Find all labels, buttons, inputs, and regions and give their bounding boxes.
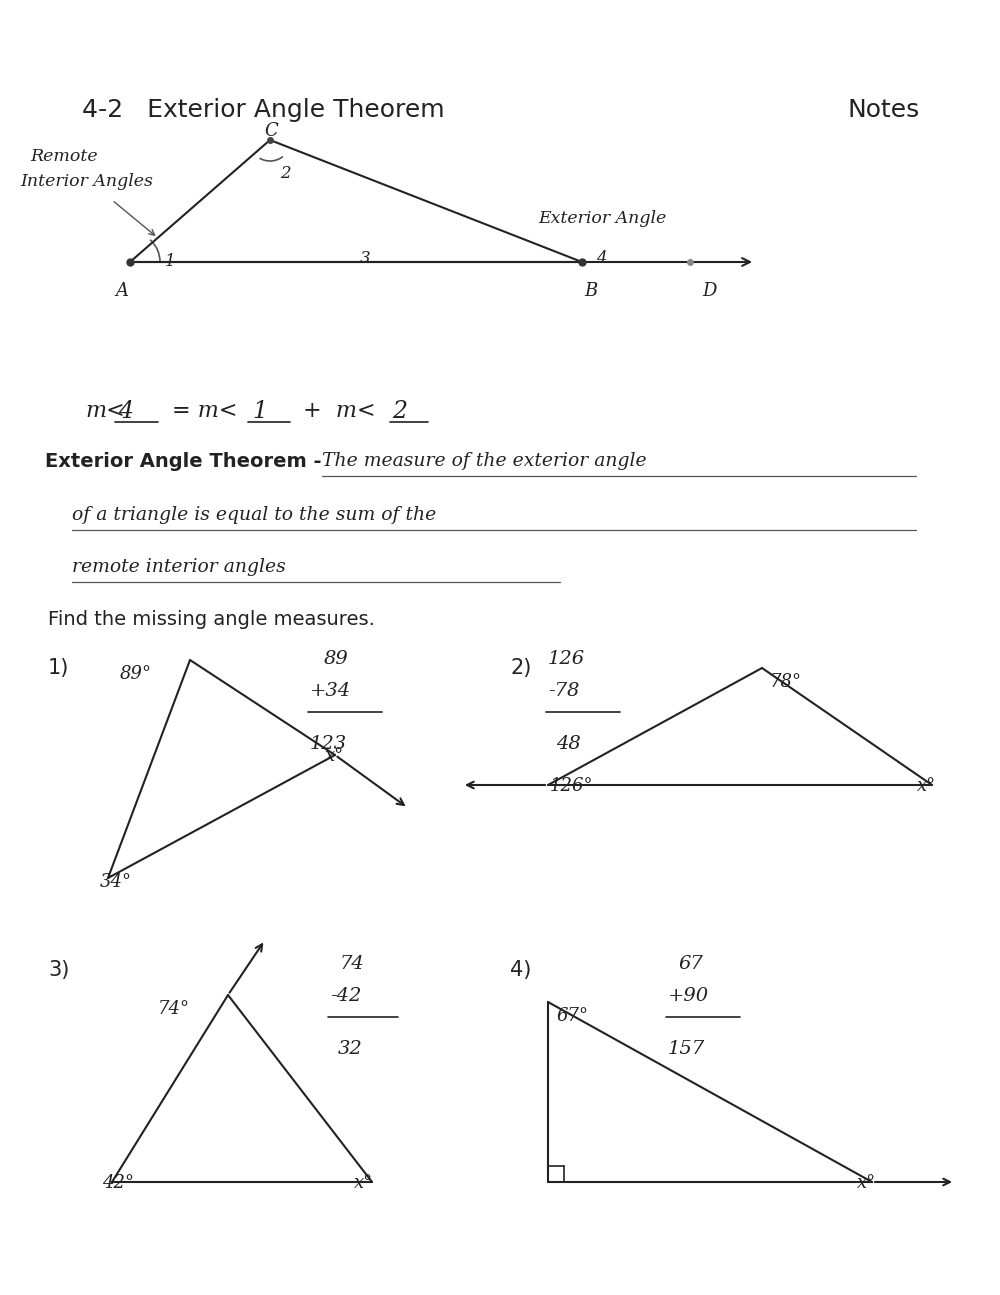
Text: 2: 2	[280, 164, 291, 183]
Text: = m<: = m<	[172, 400, 238, 422]
Text: 3: 3	[360, 250, 371, 267]
Text: 1: 1	[252, 400, 267, 423]
Text: D: D	[702, 282, 716, 300]
Text: 4: 4	[118, 400, 133, 423]
Text: 2: 2	[392, 400, 407, 423]
Text: 126°: 126°	[550, 777, 594, 795]
Text: 123: 123	[310, 736, 347, 752]
Text: +34: +34	[310, 682, 351, 701]
Text: 89: 89	[324, 650, 349, 668]
Text: 1): 1)	[48, 658, 69, 679]
Text: x°: x°	[354, 1175, 373, 1191]
Text: 4: 4	[596, 250, 607, 267]
Text: The measure of the exterior angle: The measure of the exterior angle	[322, 452, 647, 470]
Text: of a triangle is equal to the sum of the: of a triangle is equal to the sum of the	[72, 506, 436, 524]
Text: 2): 2)	[510, 658, 531, 679]
Text: 4-2   Exterior Angle Theorem: 4-2 Exterior Angle Theorem	[82, 98, 445, 122]
Text: A: A	[116, 282, 128, 300]
Text: x°: x°	[917, 777, 936, 795]
Text: 48: 48	[556, 736, 581, 752]
Text: -78: -78	[548, 682, 579, 701]
Text: -42: -42	[330, 987, 361, 1005]
Text: 34°: 34°	[100, 873, 132, 891]
Text: 3): 3)	[48, 960, 69, 980]
Text: 74: 74	[340, 954, 365, 973]
Text: 4): 4)	[510, 960, 531, 980]
Text: 157: 157	[668, 1040, 705, 1058]
Text: remote interior angles: remote interior angles	[72, 558, 286, 576]
Text: 1: 1	[165, 253, 176, 269]
Text: 126: 126	[548, 650, 585, 668]
Text: 74°: 74°	[158, 1000, 190, 1018]
Text: 78°: 78°	[770, 673, 802, 692]
Text: 42°: 42°	[102, 1175, 134, 1191]
Text: x°: x°	[325, 747, 344, 765]
Text: C: C	[264, 122, 278, 140]
Text: Interior Angles: Interior Angles	[20, 174, 153, 190]
Text: Exterior Angle: Exterior Angle	[538, 210, 666, 227]
Text: +90: +90	[668, 987, 709, 1005]
Text: 67°: 67°	[556, 1008, 588, 1026]
Text: +  m<: + m<	[303, 400, 376, 422]
Text: m<: m<	[85, 400, 125, 422]
Text: 89°: 89°	[120, 666, 152, 682]
Text: B: B	[584, 282, 597, 300]
Text: 32: 32	[338, 1040, 363, 1058]
Text: Remote: Remote	[30, 148, 98, 164]
Text: x°: x°	[857, 1175, 876, 1191]
Text: 67: 67	[678, 954, 703, 973]
Text: Find the missing angle measures.: Find the missing angle measures.	[48, 610, 375, 629]
Text: Notes: Notes	[848, 98, 920, 122]
Text: Exterior Angle Theorem -: Exterior Angle Theorem -	[45, 452, 322, 471]
